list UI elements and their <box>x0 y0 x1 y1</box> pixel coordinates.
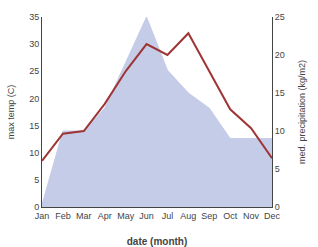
svg-text:20: 20 <box>29 94 39 104</box>
svg-text:Apr: Apr <box>98 211 112 221</box>
svg-text:Jan: Jan <box>35 211 50 221</box>
svg-text:Dec: Dec <box>264 211 281 221</box>
svg-text:25: 25 <box>275 12 285 22</box>
svg-text:med. precipitation (kg/m2): med. precipitation (kg/m2) <box>297 60 307 164</box>
svg-text:Mar: Mar <box>76 211 92 221</box>
svg-text:Oct: Oct <box>223 211 238 221</box>
svg-text:May: May <box>117 211 135 221</box>
svg-text:10: 10 <box>275 126 285 136</box>
svg-text:5: 5 <box>34 175 39 185</box>
svg-text:15: 15 <box>29 121 39 131</box>
svg-text:0: 0 <box>275 202 280 212</box>
svg-text:Aug: Aug <box>180 211 196 221</box>
svg-text:10: 10 <box>29 148 39 158</box>
svg-text:Sep: Sep <box>201 211 217 221</box>
svg-text:max temp (C): max temp (C) <box>6 85 16 140</box>
svg-text:25: 25 <box>29 66 39 76</box>
svg-text:date (month): date (month) <box>127 236 188 247</box>
svg-text:Feb: Feb <box>55 211 71 221</box>
svg-text:5: 5 <box>275 164 280 174</box>
svg-text:15: 15 <box>275 88 285 98</box>
svg-text:Jul: Jul <box>162 211 174 221</box>
svg-text:Nov: Nov <box>243 211 260 221</box>
svg-text:20: 20 <box>275 50 285 60</box>
svg-text:35: 35 <box>29 12 39 22</box>
svg-text:0: 0 <box>34 202 39 212</box>
svg-text:Jun: Jun <box>139 211 154 221</box>
svg-text:30: 30 <box>29 39 39 49</box>
